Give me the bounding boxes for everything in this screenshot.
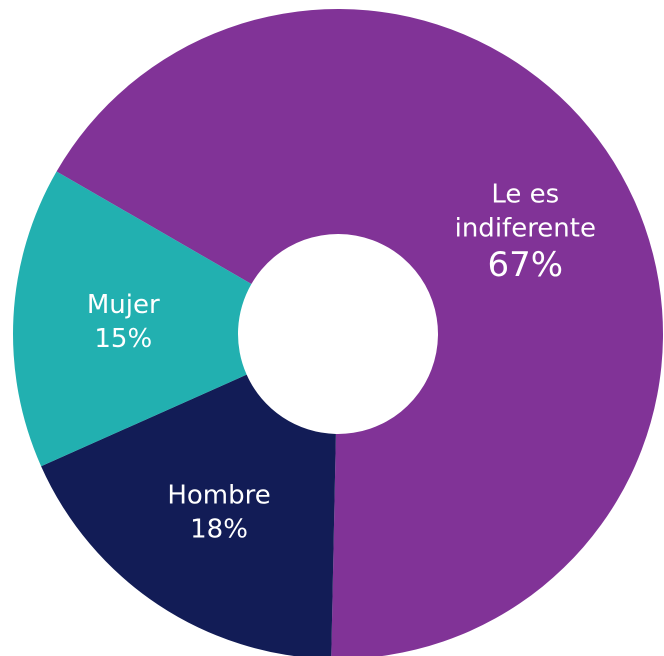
slice xyxy=(12,171,252,467)
slice xyxy=(41,374,336,656)
label-line: Le es xyxy=(491,179,559,209)
value-label: 15% xyxy=(94,324,152,354)
label-line: indiferente xyxy=(455,213,596,243)
slice-label: Le es indiferente xyxy=(455,179,596,243)
slice xyxy=(56,9,663,656)
value-label: 67% xyxy=(488,245,564,285)
slice-label: Hombre xyxy=(167,481,270,511)
slice-label: Mujer xyxy=(87,290,160,320)
value-label: 18% xyxy=(190,515,248,545)
